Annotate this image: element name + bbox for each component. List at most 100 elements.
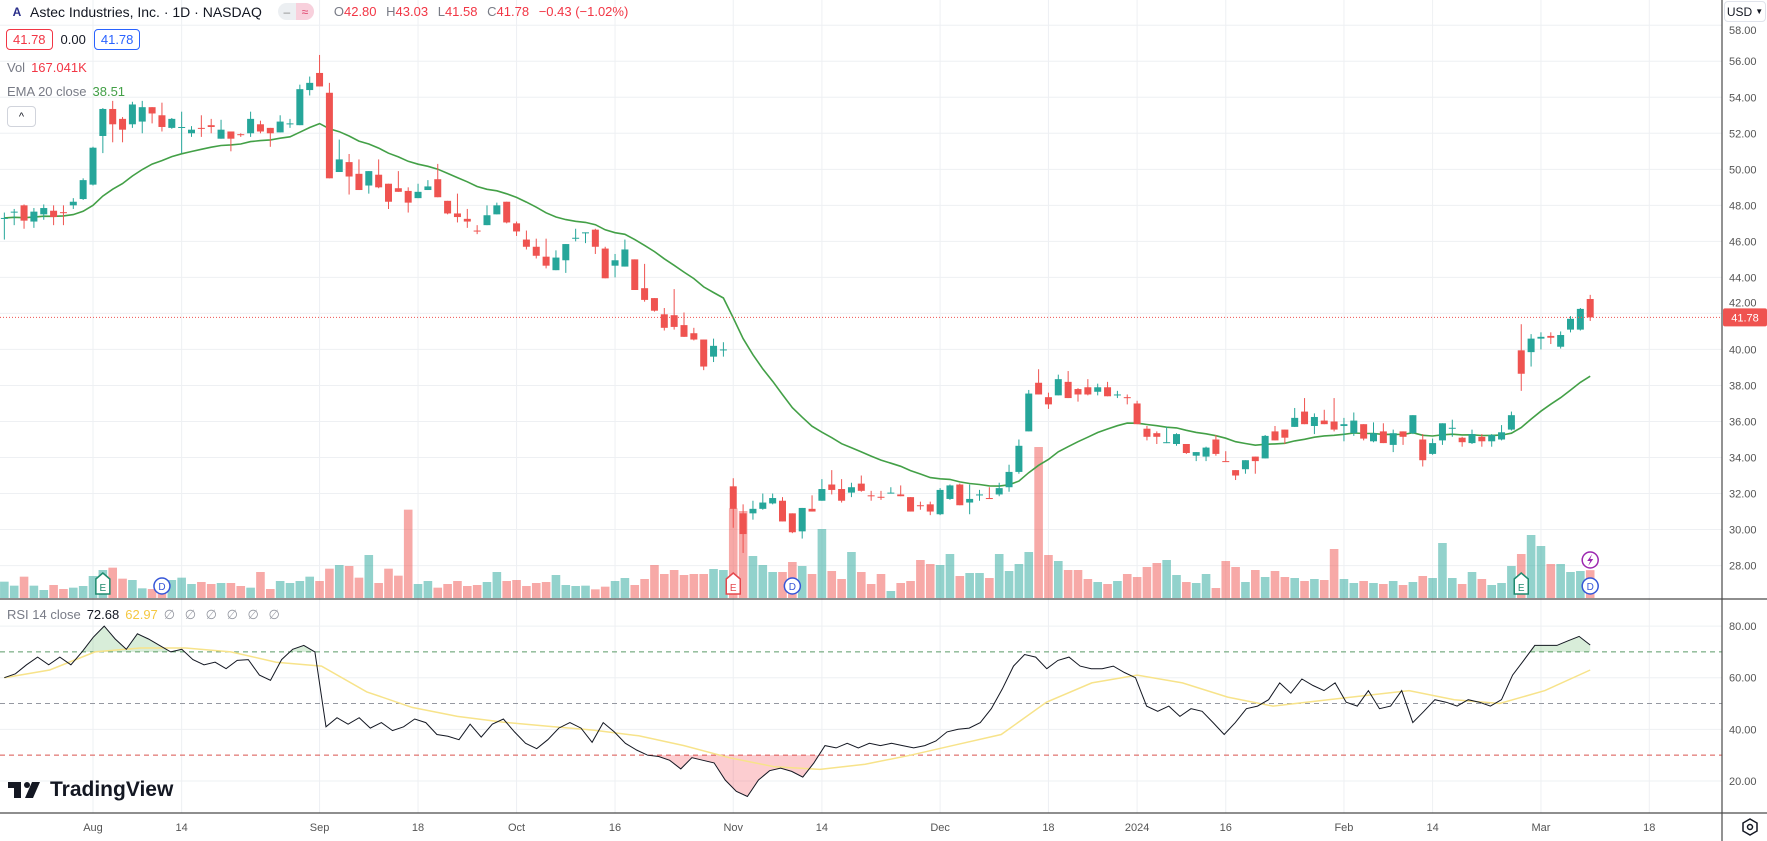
earnings-icon[interactable] bbox=[725, 572, 741, 595]
tradingview-watermark[interactable]: TradingView bbox=[8, 778, 173, 802]
price-tick-label[interactable]: 54.00 bbox=[1729, 92, 1757, 104]
time-tick-label[interactable]: 16 bbox=[1220, 822, 1232, 834]
symbol-title[interactable]: Astec Industries, Inc. · 1D · NASDAQ bbox=[30, 3, 262, 20]
rsi-tick-label[interactable]: 60.00 bbox=[1729, 673, 1757, 685]
price-tick-label[interactable]: 50.00 bbox=[1729, 164, 1757, 176]
candle-body bbox=[20, 205, 28, 221]
dividend-marker[interactable]: D bbox=[1581, 577, 1599, 595]
price-tick-label[interactable]: 46.00 bbox=[1729, 236, 1757, 248]
candle bbox=[414, 183, 422, 199]
time-tick-label[interactable]: 14 bbox=[176, 822, 188, 834]
earnings-marker[interactable]: E bbox=[1513, 572, 1529, 595]
wave-icon[interactable]: ≈ bbox=[295, 3, 314, 20]
candle-body bbox=[1192, 452, 1200, 456]
candle bbox=[1015, 439, 1023, 474]
dividend-marker[interactable]: D bbox=[783, 577, 802, 595]
time-tick-label[interactable]: 14 bbox=[1426, 822, 1438, 834]
dividend-icon[interactable] bbox=[783, 577, 802, 595]
high-label: H bbox=[386, 4, 396, 19]
collapse-legend-button[interactable]: ^ bbox=[7, 106, 36, 127]
price-tick-label[interactable]: 30.00 bbox=[1729, 525, 1757, 537]
price-tick-label[interactable]: 38.00 bbox=[1729, 380, 1757, 392]
candle-body bbox=[325, 92, 333, 179]
candle bbox=[946, 484, 954, 500]
candle bbox=[325, 82, 333, 179]
time-tick-label[interactable]: Mar bbox=[1531, 822, 1550, 834]
rsi-tick-label[interactable]: 80.00 bbox=[1729, 621, 1757, 633]
minus-icon[interactable]: – bbox=[283, 4, 291, 19]
candle-body bbox=[719, 349, 727, 351]
candle-body bbox=[217, 129, 225, 139]
price-tick-label[interactable]: 42.00 bbox=[1729, 297, 1757, 309]
volume-bar bbox=[413, 584, 423, 598]
candle bbox=[128, 101, 136, 128]
time-tick-label[interactable]: Aug bbox=[83, 822, 103, 834]
volume-bar bbox=[216, 583, 226, 598]
price-tick-label[interactable]: 28.00 bbox=[1729, 561, 1757, 573]
price-tick-label[interactable]: 34.00 bbox=[1729, 453, 1757, 465]
candle-body bbox=[1458, 437, 1466, 443]
candle bbox=[286, 118, 294, 128]
rsi-tick-label[interactable]: 20.00 bbox=[1729, 776, 1757, 788]
earnings-icon[interactable] bbox=[95, 572, 111, 595]
time-tick-label[interactable]: Oct bbox=[508, 822, 525, 834]
volume-bar bbox=[1556, 564, 1565, 598]
time-tick-label[interactable]: 16 bbox=[609, 822, 621, 834]
currency-selector[interactable]: USD ▼ bbox=[1724, 1, 1766, 22]
earnings-icon[interactable] bbox=[1513, 572, 1529, 595]
candle-body bbox=[69, 201, 77, 206]
volume-bar bbox=[403, 509, 413, 598]
volume-bar bbox=[699, 574, 708, 598]
candle-body bbox=[1330, 421, 1338, 430]
candle-body bbox=[1182, 443, 1190, 454]
time-tick-label[interactable]: Dec bbox=[930, 822, 950, 834]
candle bbox=[109, 100, 117, 143]
dividend-icon[interactable] bbox=[1581, 577, 1599, 595]
time-tick-label[interactable]: 14 bbox=[816, 822, 828, 834]
buy-price-box[interactable]: 41.78 bbox=[93, 29, 141, 50]
dividend-icon[interactable] bbox=[153, 577, 171, 595]
price-tick-label[interactable]: 32.00 bbox=[1729, 489, 1757, 501]
earnings-marker[interactable]: E bbox=[95, 572, 111, 595]
rsi-legend[interactable]: RSI 14 close 72.68 62.97 ∅ ∅ ∅ ∅ ∅ ∅ bbox=[7, 607, 283, 623]
candle-body bbox=[808, 508, 816, 512]
time-tick-label[interactable]: 2024 bbox=[1125, 822, 1149, 834]
price-tick-label[interactable]: 40.00 bbox=[1729, 344, 1757, 356]
price-tick-label[interactable]: 44.00 bbox=[1729, 272, 1757, 284]
lightning-marker[interactable] bbox=[1581, 551, 1599, 569]
candle-body bbox=[532, 246, 540, 256]
volume-legend[interactable]: Vol 167.041K bbox=[7, 60, 87, 75]
candle bbox=[838, 479, 846, 503]
candle-body bbox=[434, 179, 442, 198]
price-tick-label[interactable]: 52.00 bbox=[1729, 128, 1757, 140]
candle-body bbox=[99, 108, 107, 136]
candle-body bbox=[838, 489, 846, 501]
earnings-marker[interactable]: E bbox=[725, 572, 741, 595]
sell-price-box[interactable]: 41.78 bbox=[6, 29, 53, 50]
volume-bar bbox=[1103, 584, 1112, 598]
time-tick-label[interactable]: 18 bbox=[412, 822, 424, 834]
time-tick-label[interactable]: Sep bbox=[310, 822, 330, 834]
time-tick-label[interactable]: Feb bbox=[1334, 822, 1353, 834]
time-tick-label[interactable]: Nov bbox=[723, 822, 743, 834]
price-tick-label[interactable]: 58.00 bbox=[1729, 25, 1757, 37]
candle-body bbox=[926, 504, 934, 512]
candle bbox=[582, 232, 589, 244]
price-tick-label[interactable]: 36.00 bbox=[1729, 416, 1757, 428]
volume-bar bbox=[1438, 543, 1447, 598]
ema-legend[interactable]: EMA 20 close 38.51 bbox=[7, 84, 125, 99]
dividend-letter: D bbox=[158, 582, 165, 593]
time-tick-label[interactable]: 18 bbox=[1042, 822, 1054, 834]
visibility-toggle[interactable]: – ≈ bbox=[277, 3, 314, 20]
candle bbox=[1350, 412, 1358, 436]
price-tick-label[interactable]: 48.00 bbox=[1729, 200, 1757, 212]
candle bbox=[1301, 398, 1309, 425]
dividend-marker[interactable]: D bbox=[153, 577, 171, 595]
rsi-tick-label[interactable]: 40.00 bbox=[1729, 724, 1757, 736]
settings-icon[interactable] bbox=[1740, 817, 1760, 837]
price-tick-label[interactable]: 56.00 bbox=[1729, 56, 1757, 68]
time-tick-label[interactable]: 18 bbox=[1643, 822, 1655, 834]
